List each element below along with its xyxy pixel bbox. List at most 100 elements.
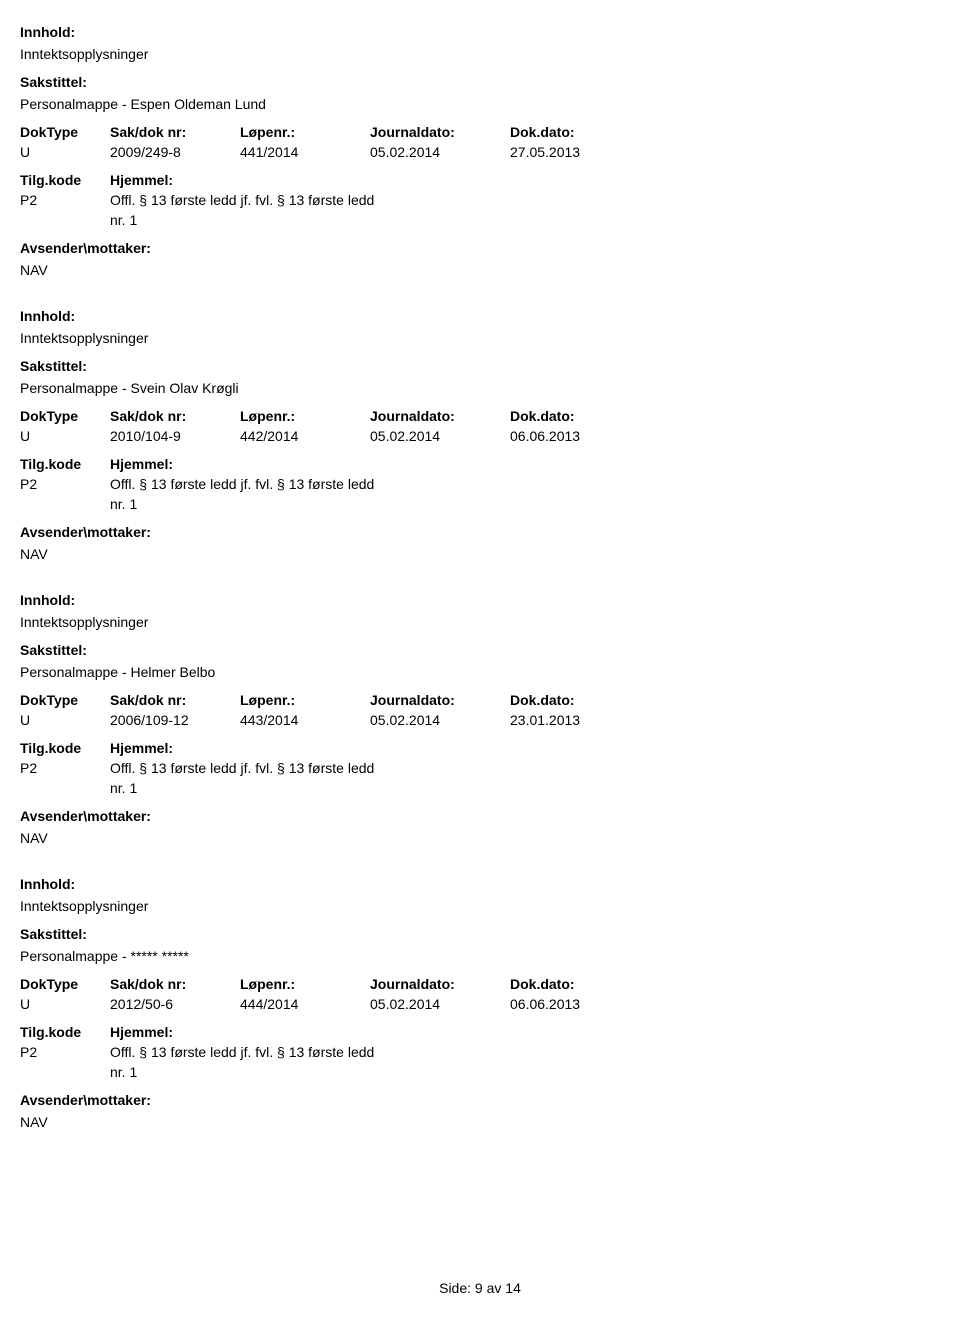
footer-sep: av (487, 1280, 502, 1296)
hjemmel-value-line1: Offl. § 13 første ledd jf. fvl. § 13 før… (110, 192, 940, 208)
dokdato-value: 27.05.2013 (510, 144, 630, 160)
doktype-value: U (20, 712, 110, 728)
lopenr-header: Løpenr.: (240, 692, 370, 708)
data-header-row: DokType Sak/dok nr: Løpenr.: Journaldato… (20, 692, 940, 708)
sakdok-value: 2010/104-9 (110, 428, 240, 444)
sakstittel-label: Sakstittel: (20, 926, 940, 942)
hjemmel-header: Hjemmel: (110, 740, 940, 756)
innhold-value: Inntektsopplysninger (20, 46, 940, 62)
innhold-label: Innhold: (20, 308, 940, 324)
sakdok-header: Sak/dok nr: (110, 976, 240, 992)
data-header-row: DokType Sak/dok nr: Løpenr.: Journaldato… (20, 124, 940, 140)
hjemmel-header-row: Tilg.kode Hjemmel: (20, 456, 940, 472)
page-footer: Side: 9 av 14 (20, 1280, 940, 1296)
tilgkode-header: Tilg.kode (20, 1024, 110, 1040)
tilgkode-value: P2 (20, 760, 110, 776)
avsender-value: NAV (20, 830, 940, 846)
innhold-value: Inntektsopplysninger (20, 898, 940, 914)
data-header-row: DokType Sak/dok nr: Løpenr.: Journaldato… (20, 408, 940, 424)
avsender-label: Avsender\mottaker: (20, 1092, 940, 1108)
sakstittel-value: Personalmappe - Helmer Belbo (20, 664, 940, 680)
innhold-label: Innhold: (20, 24, 940, 40)
tilgkode-value: P2 (20, 1044, 110, 1060)
journaldato-value: 05.02.2014 (370, 996, 510, 1012)
hjemmel-value-row: P2 Offl. § 13 første ledd jf. fvl. § 13 … (20, 1044, 940, 1060)
journaldato-header: Journaldato: (370, 408, 510, 424)
hjemmel-value-line1: Offl. § 13 første ledd jf. fvl. § 13 før… (110, 760, 940, 776)
sakdok-value: 2012/50-6 (110, 996, 240, 1012)
sakstittel-label: Sakstittel: (20, 74, 940, 90)
hjemmel-value-row: P2 Offl. § 13 første ledd jf. fvl. § 13 … (20, 476, 940, 492)
journaldato-value: 05.02.2014 (370, 712, 510, 728)
sakdok-header: Sak/dok nr: (110, 124, 240, 140)
hjemmel-header: Hjemmel: (110, 172, 940, 188)
lopenr-value: 442/2014 (240, 428, 370, 444)
hjemmel-header-row: Tilg.kode Hjemmel: (20, 172, 940, 188)
innhold-value: Inntektsopplysninger (20, 614, 940, 630)
dokdato-value: 06.06.2013 (510, 428, 630, 444)
data-value-row: U 2006/109-12 443/2014 05.02.2014 23.01.… (20, 712, 940, 728)
hjemmel-value-row: P2 Offl. § 13 første ledd jf. fvl. § 13 … (20, 760, 940, 776)
journaldato-value: 05.02.2014 (370, 428, 510, 444)
sakstittel-value: Personalmappe - ***** ***** (20, 948, 940, 964)
hjemmel-value-line1: Offl. § 13 første ledd jf. fvl. § 13 før… (110, 1044, 940, 1060)
doktype-value: U (20, 428, 110, 444)
hjemmel-value-line2: nr. 1 (110, 1064, 940, 1080)
lopenr-value: 444/2014 (240, 996, 370, 1012)
dokdato-header: Dok.dato: (510, 692, 630, 708)
lopenr-header: Løpenr.: (240, 124, 370, 140)
hjemmel-value-line1: Offl. § 13 første ledd jf. fvl. § 13 før… (110, 476, 940, 492)
dokdato-header: Dok.dato: (510, 976, 630, 992)
sakstittel-value: Personalmappe - Espen Oldeman Lund (20, 96, 940, 112)
dokdato-header: Dok.dato: (510, 408, 630, 424)
avsender-value: NAV (20, 546, 940, 562)
innhold-value: Inntektsopplysninger (20, 330, 940, 346)
data-value-row: U 2012/50-6 444/2014 05.02.2014 06.06.20… (20, 996, 940, 1012)
dokdato-value: 23.01.2013 (510, 712, 630, 728)
lopenr-header: Løpenr.: (240, 976, 370, 992)
avsender-value: NAV (20, 1114, 940, 1130)
doktype-value: U (20, 144, 110, 160)
hjemmel-header-row: Tilg.kode Hjemmel: (20, 1024, 940, 1040)
innhold-label: Innhold: (20, 592, 940, 608)
doktype-header: DokType (20, 408, 110, 424)
hjemmel-value-row: P2 Offl. § 13 første ledd jf. fvl. § 13 … (20, 192, 940, 208)
sakstittel-label: Sakstittel: (20, 358, 940, 374)
tilgkode-header: Tilg.kode (20, 172, 110, 188)
footer-current: 9 (475, 1280, 483, 1296)
lopenr-value: 441/2014 (240, 144, 370, 160)
hjemmel-header-row: Tilg.kode Hjemmel: (20, 740, 940, 756)
sakdok-value: 2009/249-8 (110, 144, 240, 160)
tilgkode-value: P2 (20, 476, 110, 492)
hjemmel-header: Hjemmel: (110, 456, 940, 472)
tilgkode-header: Tilg.kode (20, 456, 110, 472)
lopenr-value: 443/2014 (240, 712, 370, 728)
journaldato-header: Journaldato: (370, 976, 510, 992)
footer-prefix: Side: (439, 1280, 471, 1296)
dokdato-header: Dok.dato: (510, 124, 630, 140)
journal-entry: Innhold: Inntektsopplysninger Sakstittel… (20, 876, 940, 1130)
avsender-value: NAV (20, 262, 940, 278)
journal-entry: Innhold: Inntektsopplysninger Sakstittel… (20, 24, 940, 278)
doktype-header: DokType (20, 692, 110, 708)
hjemmel-value-line2: nr. 1 (110, 780, 940, 796)
sakstittel-label: Sakstittel: (20, 642, 940, 658)
hjemmel-value-line2: nr. 1 (110, 496, 940, 512)
doktype-header: DokType (20, 124, 110, 140)
avsender-label: Avsender\mottaker: (20, 524, 940, 540)
sakstittel-value: Personalmappe - Svein Olav Krøgli (20, 380, 940, 396)
data-header-row: DokType Sak/dok nr: Løpenr.: Journaldato… (20, 976, 940, 992)
journaldato-value: 05.02.2014 (370, 144, 510, 160)
journaldato-header: Journaldato: (370, 124, 510, 140)
sakdok-header: Sak/dok nr: (110, 692, 240, 708)
hjemmel-header: Hjemmel: (110, 1024, 940, 1040)
lopenr-header: Løpenr.: (240, 408, 370, 424)
sakdok-value: 2006/109-12 (110, 712, 240, 728)
footer-total: 14 (505, 1280, 521, 1296)
entries-container: Innhold: Inntektsopplysninger Sakstittel… (20, 24, 940, 1130)
hjemmel-value-line2: nr. 1 (110, 212, 940, 228)
doktype-header: DokType (20, 976, 110, 992)
avsender-label: Avsender\mottaker: (20, 240, 940, 256)
dokdato-value: 06.06.2013 (510, 996, 630, 1012)
doktype-value: U (20, 996, 110, 1012)
